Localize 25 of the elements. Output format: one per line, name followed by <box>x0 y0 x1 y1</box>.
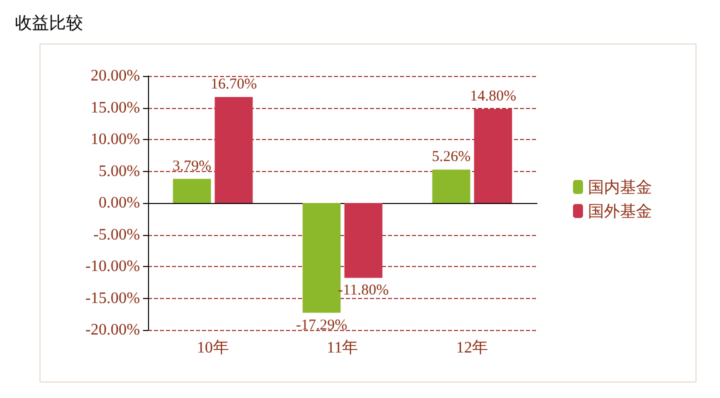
x-tick-label: 11年 <box>326 340 358 356</box>
y-tick-label: -10.00% <box>85 258 140 275</box>
bar <box>344 203 382 278</box>
data-label: 5.26% <box>432 149 471 166</box>
legend-label: 国内基金 <box>588 178 652 196</box>
data-label: 3.79% <box>172 158 212 174</box>
legend-label: 国外基金 <box>588 202 652 220</box>
y-tick-label: 0.00% <box>98 194 140 212</box>
y-tick-label: 5.00% <box>98 162 140 180</box>
bar <box>214 96 253 203</box>
x-tick-label: 12年 <box>456 340 488 356</box>
y-tick-label: 10.00% <box>90 131 140 148</box>
bar <box>172 178 211 203</box>
y-tick-label: 15.00% <box>90 99 140 116</box>
bar <box>432 170 470 203</box>
data-label: -17.29% <box>296 317 348 334</box>
y-tick-label: -20.00% <box>85 322 140 338</box>
bar <box>474 109 512 203</box>
data-label: 16.70% <box>210 76 257 92</box>
y-tick-label: -5.00% <box>93 226 140 244</box>
data-label: 14.80% <box>470 88 516 105</box>
x-tick-label: 10年 <box>196 340 229 356</box>
y-tick-label: 20.00% <box>90 68 140 84</box>
y-tick-label: -15.00% <box>85 290 140 307</box>
chart-title: 收益比较 <box>15 14 83 34</box>
